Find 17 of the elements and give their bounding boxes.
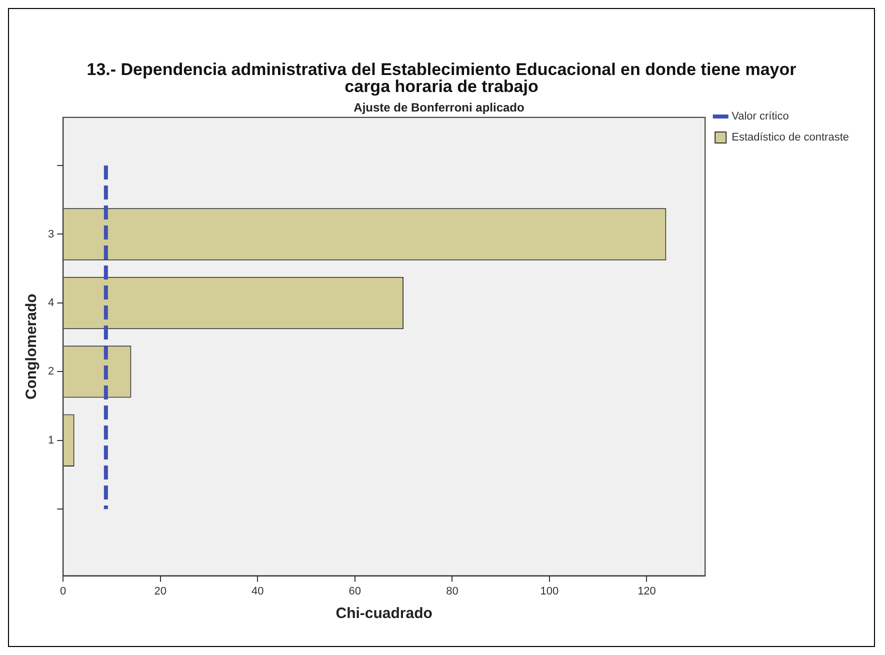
y-tick-label: 4 (48, 296, 54, 309)
y-tick-label: 1 (48, 434, 54, 446)
x-tick-label: 60 (348, 585, 362, 598)
y-tick-label: 2 (48, 366, 54, 378)
chart-title: 13.- Dependencia administrativa del Establecimiento Educacional en donde tiene mayor carga horaria de trabajo (86, 60, 798, 96)
y-axis-title: Conglomerado (23, 294, 40, 400)
legend-label: Estadístico de contraste (732, 132, 850, 144)
chart-subtitle: Ajuste de Bonferroni aplicado (354, 100, 524, 115)
x-tick-label: 120 (638, 585, 656, 598)
x-axis-title: Chi-cuadrado (336, 605, 432, 622)
x-tick-label: 80 (446, 585, 458, 598)
x-tick-label: 20 (154, 585, 167, 598)
x-tick-label: 40 (252, 585, 264, 598)
x-tick-label: 0 (60, 585, 66, 598)
y-tick-label: 3 (48, 228, 54, 240)
x-tick-label: 100 (540, 585, 559, 598)
legend-label: Valor crítico (732, 110, 789, 123)
